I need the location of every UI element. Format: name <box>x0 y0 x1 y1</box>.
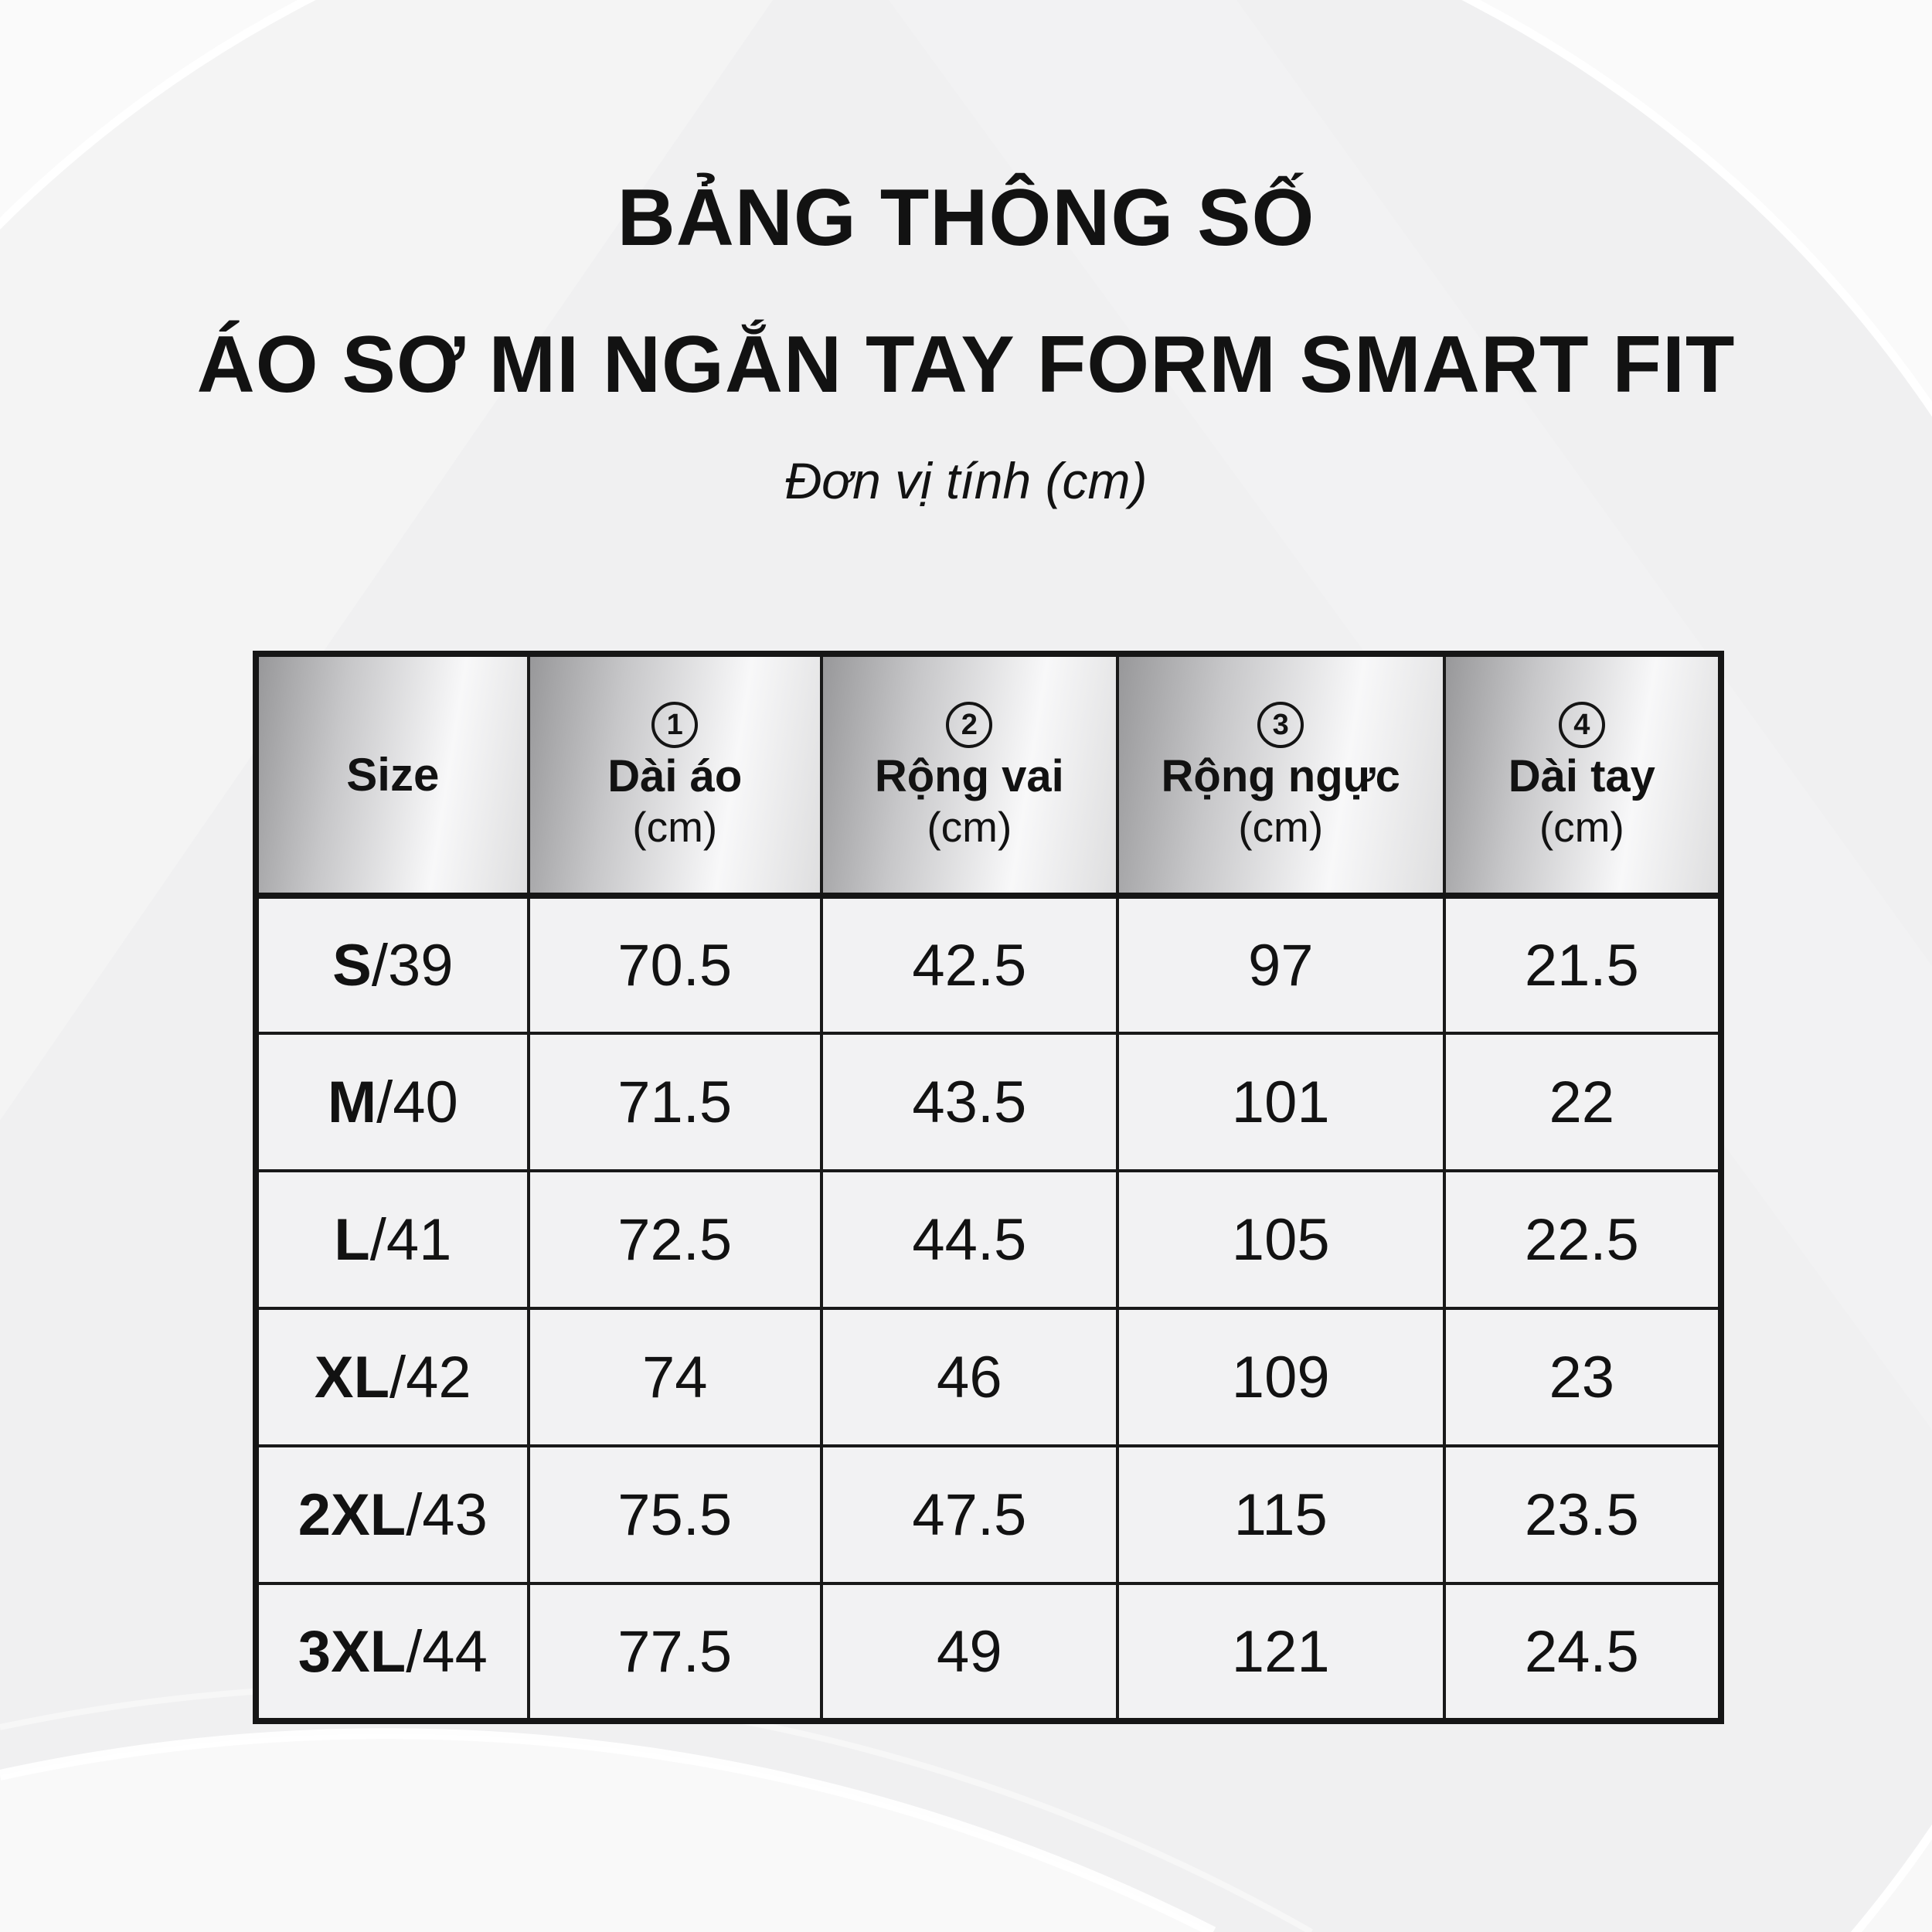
value-cell: 24.5 <box>1442 1582 1723 1723</box>
table-row: 3XL/44 77.5 49 121 24.5 <box>254 1582 1723 1723</box>
size-cell: XL/42 <box>254 1307 530 1447</box>
circled-number-icon: 1 <box>651 701 699 748</box>
table-row: 2XL/43 75.5 47.5 115 23.5 <box>254 1444 1723 1585</box>
size-column-header: Size <box>254 652 530 899</box>
value-cell: 74 <box>526 1307 823 1447</box>
value-cell: 49 <box>819 1582 1119 1723</box>
title-block: BẢNG THÔNG SỐ ÁO SƠ MI NGẮN TAY FORM SMA… <box>0 178 1932 512</box>
column-name: Rộng vai <box>874 750 1064 801</box>
column-header-3: 3 Rộng ngực (cm) <box>1115 652 1446 899</box>
page-title-line2: ÁO SƠ MI NGẮN TAY FORM SMART FIT <box>196 320 1736 410</box>
value-cell: 46 <box>819 1307 1119 1447</box>
value-cell: 72.5 <box>526 1169 823 1310</box>
value-cell: 97 <box>1115 894 1446 1035</box>
table-row: S/39 70.5 42.5 97 21.5 <box>254 894 1723 1035</box>
size-suffix: /42 <box>389 1344 471 1410</box>
value-cell: 121 <box>1115 1582 1446 1723</box>
value-cell: 22 <box>1442 1032 1723 1172</box>
size-label: XL <box>314 1344 390 1410</box>
size-table: Size 1 Dài áo (cm) 2 Rộng vai (cm) 3 Rộng ngực(… <box>253 651 1724 1724</box>
column-header-2: 2 Rộng vai (cm) <box>819 652 1119 899</box>
column-unit: (cm) <box>1238 802 1324 851</box>
value-cell: 75.5 <box>526 1444 823 1585</box>
size-label: 3XL <box>298 1618 406 1685</box>
circled-number-icon: 3 <box>1257 701 1304 748</box>
value-cell: 42.5 <box>819 894 1119 1035</box>
table-header-row: Size 1 Dài áo (cm) 2 Rộng vai (cm) 3 Rộng ngực(… <box>254 652 1723 899</box>
size-label: M <box>327 1069 377 1135</box>
value-cell: 77.5 <box>526 1582 823 1723</box>
size-label: 2XL <box>298 1481 406 1548</box>
column-unit: (cm) <box>927 802 1012 851</box>
unit-note: Đơn vị tính (cm) <box>784 452 1148 509</box>
value-cell: 101 <box>1115 1032 1446 1172</box>
value-cell: 109 <box>1115 1307 1446 1447</box>
value-cell: 23.5 <box>1442 1444 1723 1585</box>
size-label: S <box>332 932 372 998</box>
size-cell: 2XL/43 <box>254 1444 530 1585</box>
column-name: Rộng ngực <box>1161 750 1400 801</box>
column-name: Dài tay <box>1508 750 1655 801</box>
value-cell: 70.5 <box>526 894 823 1035</box>
column-unit: (cm) <box>632 802 718 851</box>
value-cell: 21.5 <box>1442 894 1723 1035</box>
value-cell: 105 <box>1115 1169 1446 1310</box>
table-row: M/40 71.5 43.5 101 22 <box>254 1032 1723 1172</box>
table-row: XL/42 74 46 109 23 <box>254 1307 1723 1447</box>
table-row: L/41 72.5 44.5 105 22.5 <box>254 1169 1723 1310</box>
size-suffix: /40 <box>376 1069 458 1135</box>
value-cell: 44.5 <box>819 1169 1119 1310</box>
size-cell: L/41 <box>254 1169 530 1310</box>
column-header-4: 4 Dài tay (cm) <box>1442 652 1723 899</box>
value-cell: 115 <box>1115 1444 1446 1585</box>
size-suffix: /44 <box>406 1618 488 1685</box>
value-cell: 23 <box>1442 1307 1723 1447</box>
size-suffix: /41 <box>369 1206 452 1273</box>
column-name: Dài áo <box>607 750 743 801</box>
column-header-1: 1 Dài áo (cm) <box>526 652 823 899</box>
size-cell: S/39 <box>254 894 530 1035</box>
size-label: L <box>334 1206 370 1273</box>
size-suffix: /43 <box>406 1481 488 1548</box>
size-suffix: /39 <box>371 932 454 998</box>
circled-number-icon: 4 <box>1558 701 1605 748</box>
page-title-line1: BẢNG THÔNG SỐ <box>617 173 1315 263</box>
size-cell: M/40 <box>254 1032 530 1172</box>
value-cell: 22.5 <box>1442 1169 1723 1310</box>
circled-number-icon: 2 <box>946 701 993 748</box>
value-cell: 43.5 <box>819 1032 1119 1172</box>
size-cell: 3XL/44 <box>254 1582 530 1723</box>
column-unit: (cm) <box>1539 802 1624 851</box>
value-cell: 47.5 <box>819 1444 1119 1585</box>
value-cell: 71.5 <box>526 1032 823 1172</box>
